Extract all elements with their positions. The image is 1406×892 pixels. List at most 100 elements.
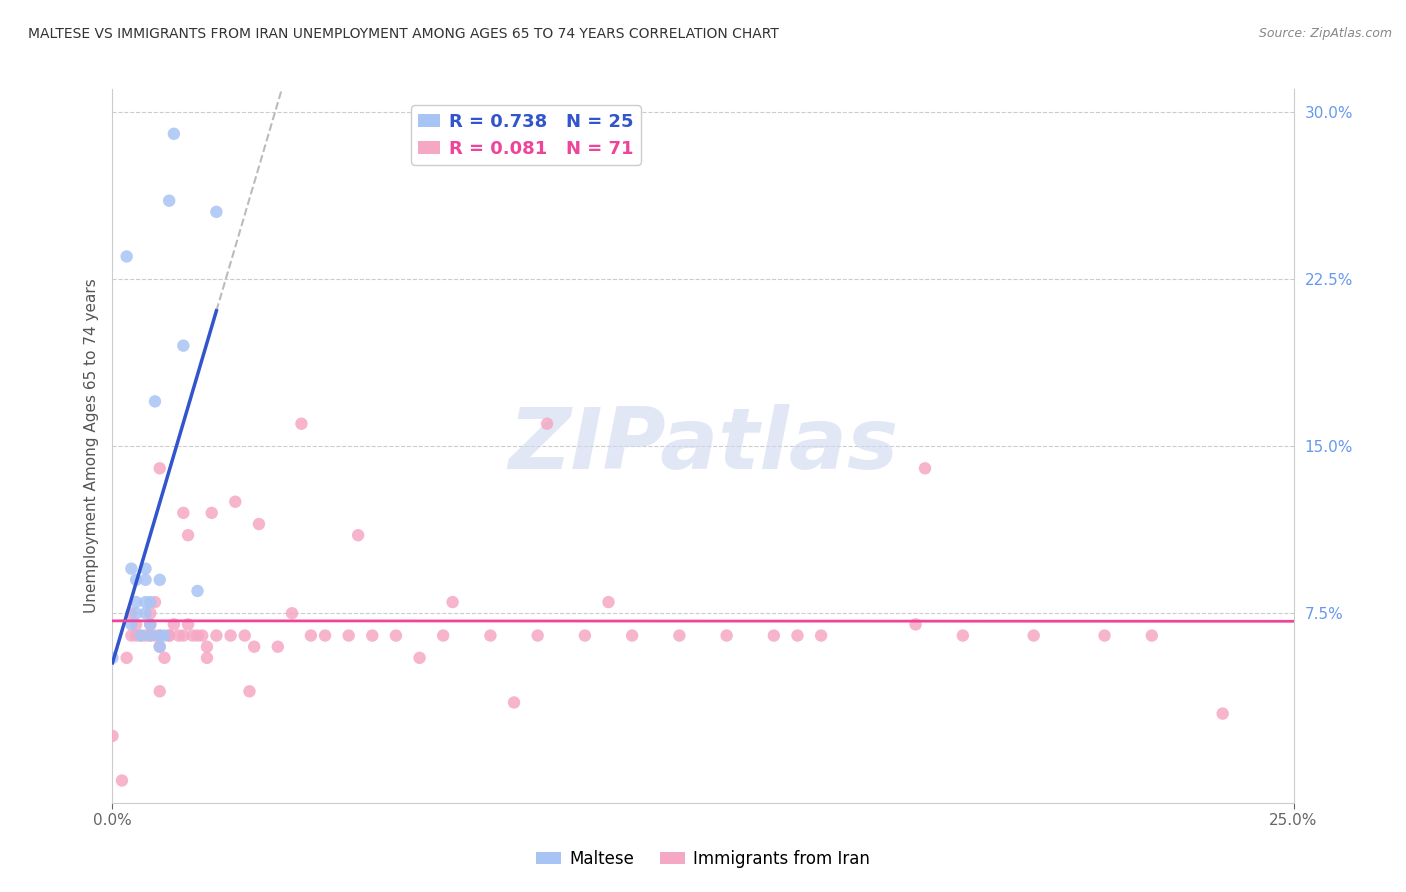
Point: [120, 628, 142, 642]
Point: [810, 628, 832, 642]
Point: [172, 506, 194, 520]
Point: [195, 640, 218, 654]
Point: [1140, 628, 1163, 642]
Point: [526, 628, 548, 642]
Point: [172, 338, 194, 352]
Point: [247, 517, 270, 532]
Point: [149, 628, 172, 642]
Point: [149, 628, 172, 642]
Point: [186, 628, 208, 642]
Legend: Maltese, Immigrants from Iran: Maltese, Immigrants from Iran: [530, 844, 876, 875]
Point: [125, 573, 148, 587]
Point: [129, 628, 152, 642]
Point: [408, 651, 430, 665]
Point: [299, 628, 322, 642]
Point: [149, 461, 172, 475]
Point: [361, 628, 384, 642]
Point: [172, 628, 194, 642]
Point: [536, 417, 558, 431]
Point: [139, 628, 162, 642]
Point: [157, 194, 180, 208]
Point: [125, 607, 148, 621]
Point: [621, 628, 644, 642]
Point: [149, 573, 172, 587]
Point: [219, 628, 242, 642]
Point: [135, 562, 157, 576]
Point: [135, 628, 157, 642]
Point: [135, 607, 157, 621]
Point: [574, 628, 596, 642]
Point: [385, 628, 408, 642]
Point: [153, 651, 176, 665]
Point: [233, 628, 256, 642]
Text: ZIPatlas: ZIPatlas: [508, 404, 898, 488]
Point: [139, 617, 162, 632]
Point: [281, 607, 304, 621]
Point: [952, 628, 974, 642]
Text: Source: ZipAtlas.com: Source: ZipAtlas.com: [1258, 27, 1392, 40]
Point: [181, 628, 204, 642]
Point: [238, 684, 260, 698]
Point: [101, 729, 124, 743]
Point: [125, 628, 148, 642]
Point: [314, 628, 336, 642]
Point: [904, 617, 927, 632]
Point: [157, 628, 180, 642]
Point: [143, 394, 166, 409]
Point: [1094, 628, 1116, 642]
Point: [135, 573, 157, 587]
Point: [347, 528, 370, 542]
Point: [1212, 706, 1234, 721]
Point: [153, 628, 176, 642]
Point: [115, 651, 138, 665]
Point: [149, 684, 172, 698]
Legend: R = 0.738   N = 25, R = 0.081   N = 71: R = 0.738 N = 25, R = 0.081 N = 71: [411, 105, 641, 165]
Point: [139, 617, 162, 632]
Point: [120, 562, 142, 576]
Point: [120, 617, 142, 632]
Point: [167, 628, 190, 642]
Text: MALTESE VS IMMIGRANTS FROM IRAN UNEMPLOYMENT AMONG AGES 65 TO 74 YEARS CORRELATI: MALTESE VS IMMIGRANTS FROM IRAN UNEMPLOY…: [28, 27, 779, 41]
Point: [201, 506, 224, 520]
Point: [786, 628, 808, 642]
Point: [120, 607, 142, 621]
Point: [163, 617, 186, 632]
Point: [598, 595, 620, 609]
Point: [205, 628, 228, 642]
Point: [177, 528, 200, 542]
Point: [177, 617, 200, 632]
Point: [101, 651, 124, 665]
Y-axis label: Unemployment Among Ages 65 to 74 years: Unemployment Among Ages 65 to 74 years: [83, 278, 98, 614]
Point: [503, 696, 526, 710]
Point: [139, 595, 162, 609]
Point: [129, 628, 152, 642]
Point: [149, 640, 172, 654]
Point: [186, 583, 208, 598]
Point: [111, 773, 134, 788]
Point: [1022, 628, 1045, 642]
Point: [432, 628, 454, 642]
Point: [125, 617, 148, 632]
Point: [139, 607, 162, 621]
Point: [149, 640, 172, 654]
Point: [205, 205, 228, 219]
Point: [143, 595, 166, 609]
Point: [479, 628, 502, 642]
Point: [157, 628, 180, 642]
Point: [914, 461, 936, 475]
Point: [441, 595, 464, 609]
Point: [163, 127, 186, 141]
Point: [337, 628, 360, 642]
Point: [191, 628, 214, 642]
Point: [290, 417, 312, 431]
Point: [716, 628, 738, 642]
Point: [115, 250, 138, 264]
Point: [267, 640, 290, 654]
Point: [139, 628, 162, 642]
Point: [224, 494, 246, 508]
Point: [143, 628, 166, 642]
Point: [668, 628, 690, 642]
Point: [135, 595, 157, 609]
Point: [125, 595, 148, 609]
Point: [762, 628, 785, 642]
